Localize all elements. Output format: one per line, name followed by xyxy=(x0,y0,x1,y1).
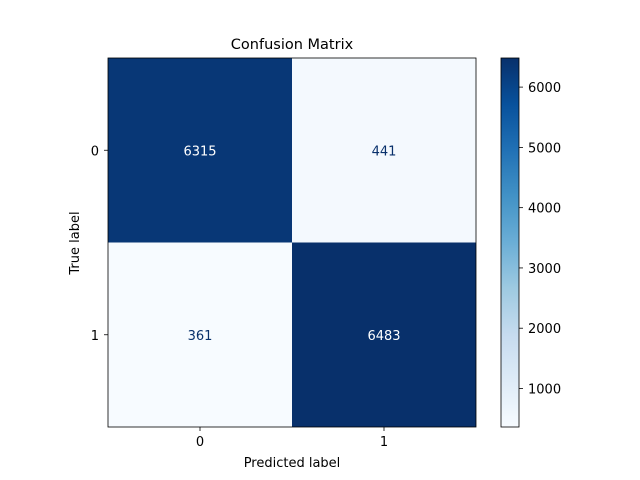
x-tick-label: 1 xyxy=(380,435,388,450)
y-axis-ticks: 01 xyxy=(91,144,108,344)
colorbar xyxy=(500,57,520,428)
heatmap-cell-0-0 xyxy=(108,58,292,243)
cell-value-labels: 6315 441 361 6483 xyxy=(183,144,400,344)
heatmap-cell-0-1 xyxy=(292,58,476,243)
y-tick-label: 0 xyxy=(91,144,99,159)
x-tick-label: 0 xyxy=(196,435,204,450)
colorbar-ticks: 1000 2000 3000 4000 5000 6000 xyxy=(519,81,561,397)
colorbar-tick-label: 5000 xyxy=(528,141,561,156)
y-tick-label: 1 xyxy=(91,329,99,344)
colorbar-tick-label: 6000 xyxy=(528,81,561,96)
colorbar-tick-label: 2000 xyxy=(528,322,561,337)
colorbar-tick-label: 1000 xyxy=(528,382,561,397)
heatmap-cell-1-1 xyxy=(292,242,476,427)
heatmap-cells xyxy=(108,58,476,427)
cell-label-1-0: 361 xyxy=(188,329,213,344)
x-axis-label: Predicted label xyxy=(244,456,341,471)
cell-label-0-0: 6315 xyxy=(183,144,216,159)
colorbar-tick-label: 3000 xyxy=(528,262,561,277)
chart-title: Confusion Matrix xyxy=(231,37,354,53)
y-axis-label: True label xyxy=(68,211,83,275)
colorbar-tick-label: 4000 xyxy=(528,202,561,217)
cell-label-0-1: 441 xyxy=(372,144,397,159)
cell-label-1-1: 6483 xyxy=(367,329,400,344)
heatmap-cell-1-0 xyxy=(108,242,292,427)
plot-frame xyxy=(107,57,477,428)
